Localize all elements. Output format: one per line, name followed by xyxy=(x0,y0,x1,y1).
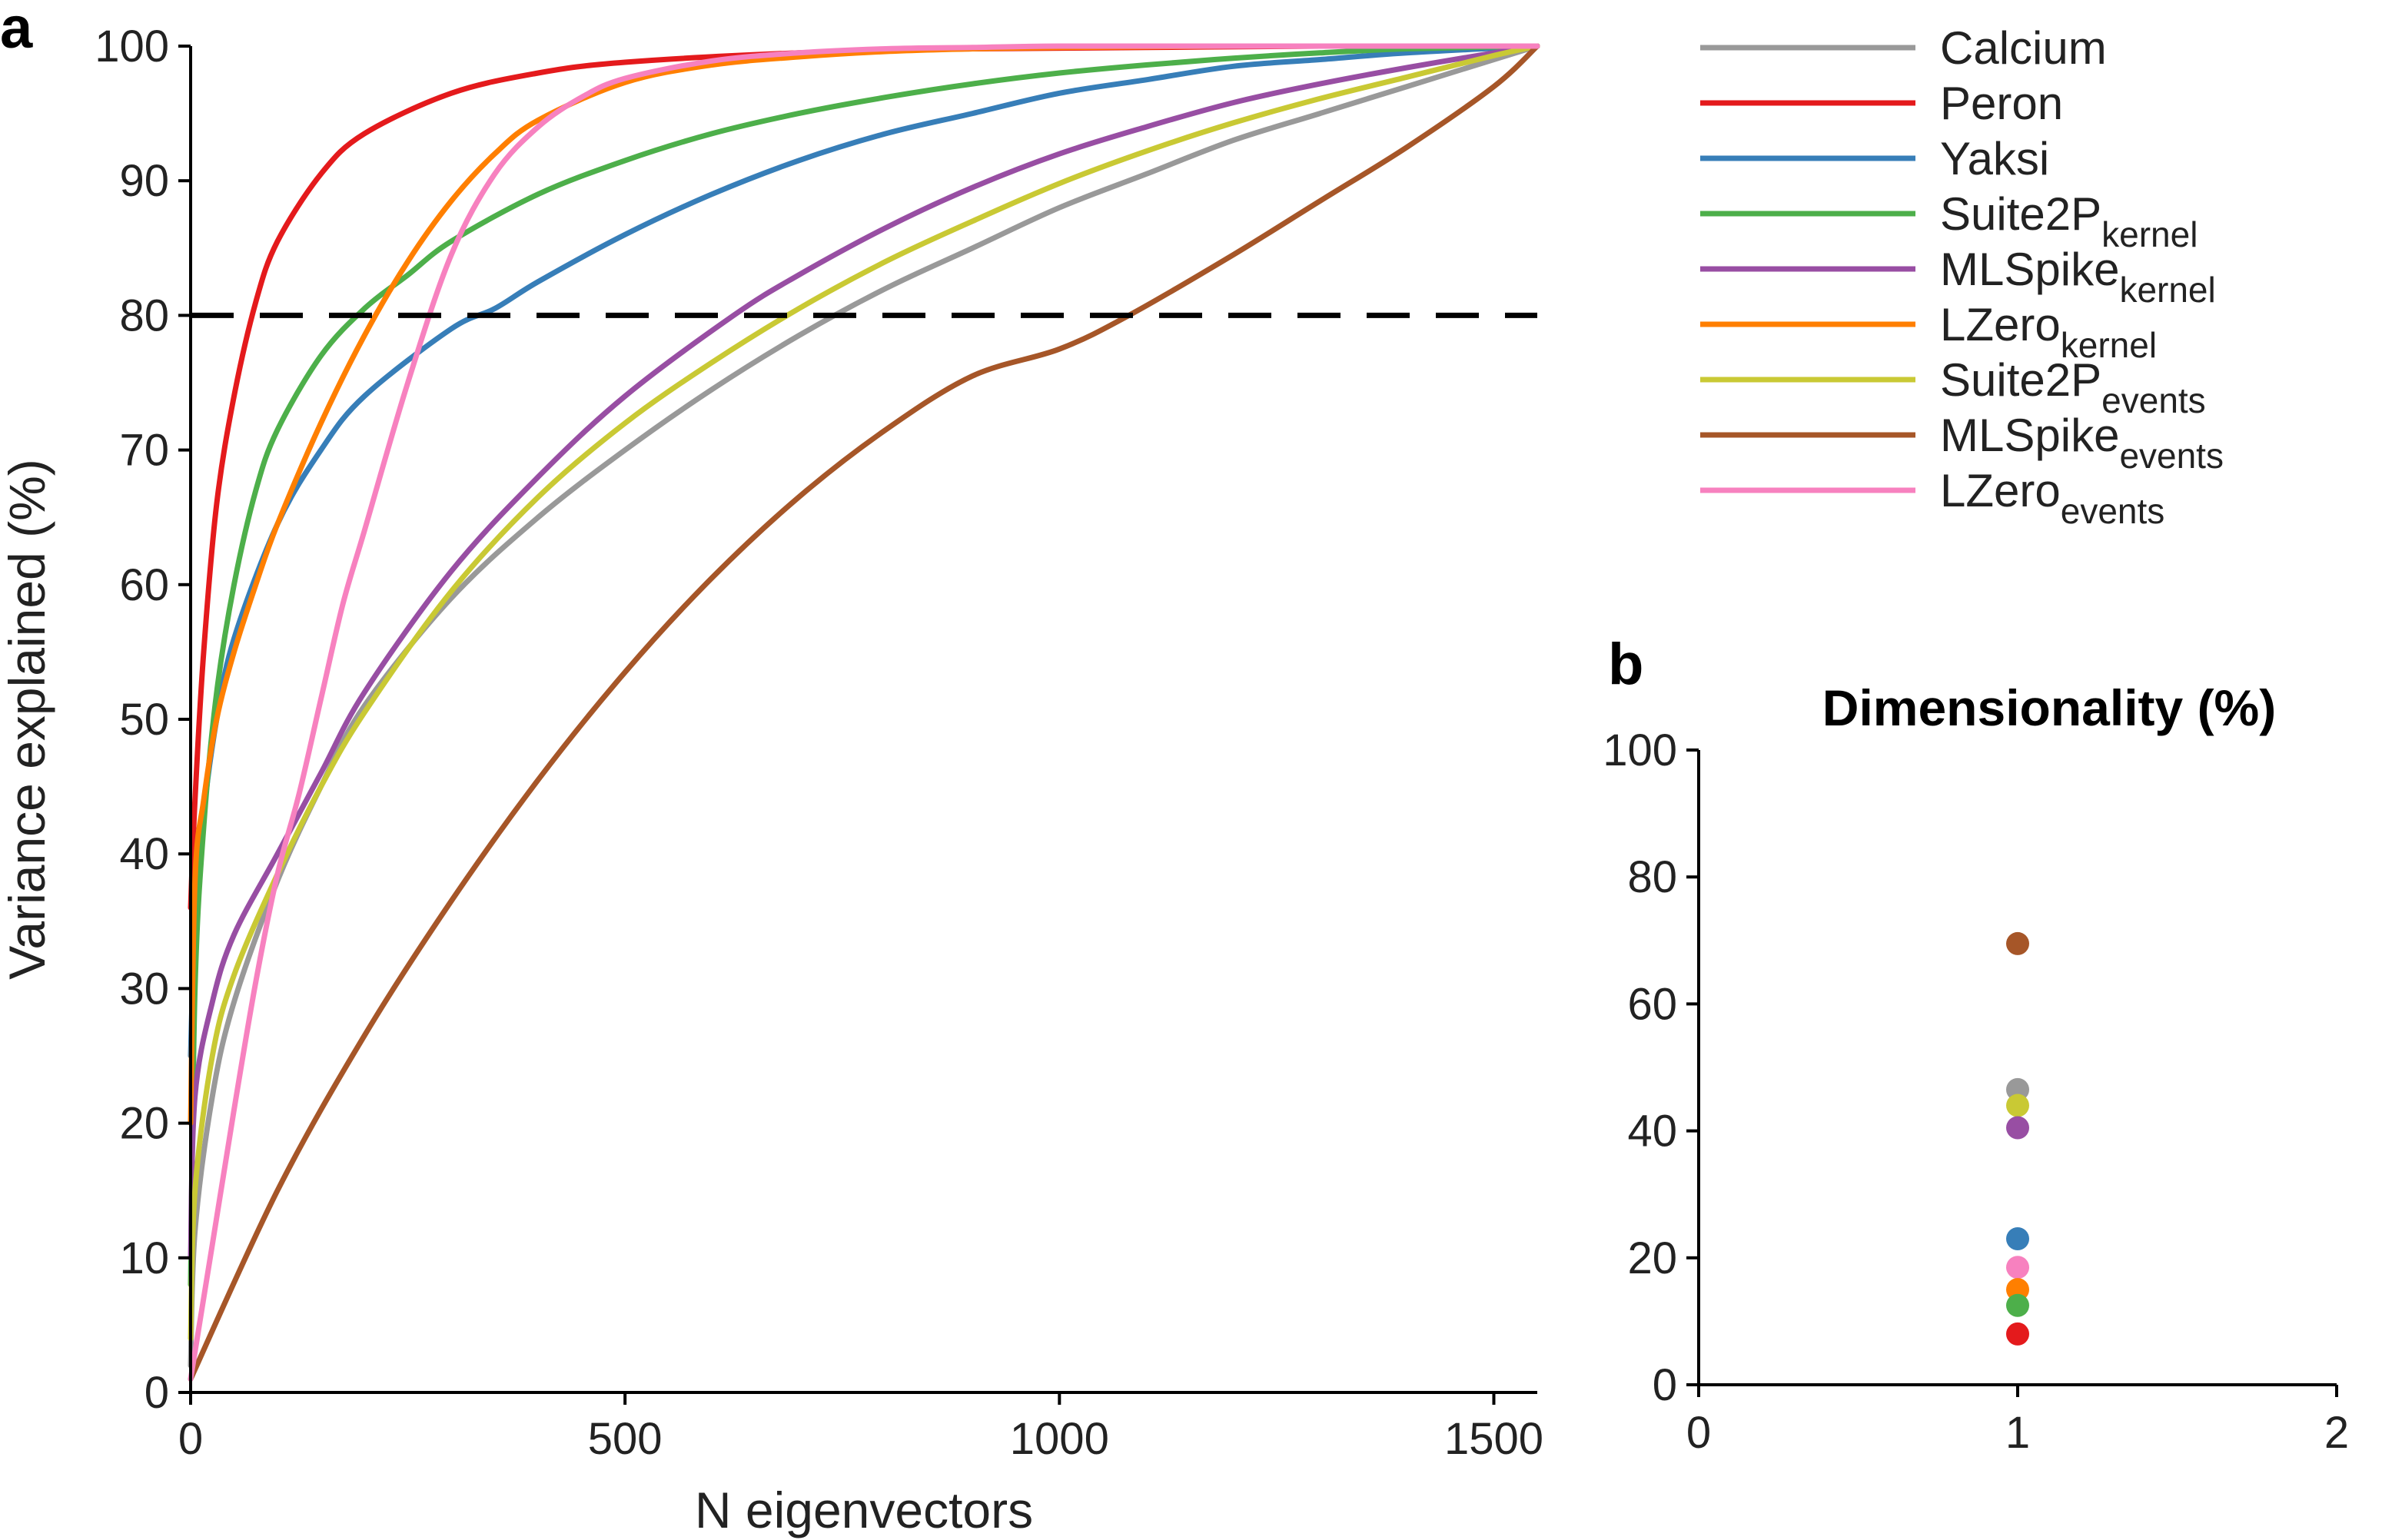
legend-item-yaksi: Yaksi xyxy=(1700,133,2049,184)
scatter-point xyxy=(2006,1116,2029,1140)
legend-label-main: MLSpike xyxy=(1940,410,2119,461)
scatter-point xyxy=(2006,1278,2029,1302)
panel-a-y-tick-label: 80 xyxy=(119,290,169,340)
panel-a-y-tick-label: 100 xyxy=(95,22,169,71)
panel-b-y-tick-label: 20 xyxy=(1627,1233,1677,1283)
panel-a-x-ticks: 0 500 1000 1500 xyxy=(178,1392,1543,1464)
legend-label-main: LZero xyxy=(1940,465,2061,516)
panel-a-y-tick-label: 0 xyxy=(145,1368,169,1418)
panel-b-x-tick-label: 1 xyxy=(2005,1408,2030,1458)
legend-label-subscript: events xyxy=(2061,491,2165,531)
legend-item-lzero-events: LZeroevents xyxy=(1700,465,2164,531)
series-line-mlspike-events xyxy=(188,43,1540,1382)
panel-b-scatter-chart: Dimensionality (%) 0 1 2 0 20 40 60 80 100 xyxy=(1603,679,2349,1458)
panel-a-y-tick-label: 20 xyxy=(119,1099,169,1149)
panel-a-x-tick-label: 1500 xyxy=(1444,1414,1543,1464)
panel-a-y-tick-label: 10 xyxy=(119,1233,169,1283)
panel-a-line-chart: 0 500 1000 1500 0 10 20 30 40 50 60 70 80 90 100 N ei… xyxy=(0,22,1543,1538)
panel-a-x-tick-label: 1000 xyxy=(1010,1414,1109,1464)
legend-item-suite2p-kernel: Suite2Pkernel xyxy=(1700,188,2198,254)
series-line-calcium xyxy=(188,43,1540,1369)
legend-label-subscript: events xyxy=(2119,436,2224,476)
panel-b-y-tick-label: 100 xyxy=(1603,725,1677,775)
legend-label-subscript: kernel xyxy=(2061,325,2157,365)
panel-a-x-tick-label: 500 xyxy=(588,1414,663,1464)
panel-b-y-tick-label: 80 xyxy=(1627,852,1677,902)
legend-label-subscript: events xyxy=(2101,380,2206,420)
panel-a-letter: a xyxy=(0,0,33,61)
scatter-point xyxy=(2006,1227,2029,1251)
legend-label-main: Yaksi xyxy=(1940,133,2049,184)
series-line-suite2p-kernel xyxy=(188,43,1540,1288)
panel-b-x-tick-label: 0 xyxy=(1686,1408,1711,1458)
panel-b-points xyxy=(2006,931,2029,1346)
panel-a-series-group xyxy=(188,43,1540,1382)
scatter-point xyxy=(2006,1322,2029,1346)
legend-label-main: Calcium xyxy=(1940,22,2107,74)
legend-label: MLSpikekernel xyxy=(1940,244,2216,310)
panel-b-y-tick-label: 40 xyxy=(1627,1107,1677,1157)
legend-label-main: Peron xyxy=(1940,78,2063,129)
panel-b-letter: b xyxy=(1608,632,1643,697)
series-line-peron xyxy=(188,43,1540,911)
panel-b-y-tick-label: 0 xyxy=(1653,1360,1677,1410)
panel-a-y-tick-label: 50 xyxy=(119,695,169,745)
panel-a-y-axis-label: Variance explained (%) xyxy=(0,459,55,979)
legend-item-calcium: Calcium xyxy=(1700,22,2107,74)
legend-item-lzero-kernel: LZerokernel xyxy=(1700,299,2157,365)
series-line-yaksi xyxy=(188,43,1540,1059)
series-line-suite2p-events xyxy=(188,43,1540,1342)
panel-b-y-ticks: 0 20 40 60 80 100 xyxy=(1603,725,1699,1410)
legend-label: MLSpikeevents xyxy=(1940,410,2224,476)
legend-label-main: LZero xyxy=(1940,299,2061,350)
panel-b-x-tick-label: 2 xyxy=(2324,1408,2349,1458)
panel-a-x-tick-label: 0 xyxy=(178,1414,203,1464)
panel-a-y-tick-label: 70 xyxy=(119,426,169,476)
series-line-mlspike-kernel xyxy=(188,43,1540,1261)
legend-item-mlspike-events: MLSpikeevents xyxy=(1700,410,2224,476)
panel-a-y-tick-label: 90 xyxy=(119,156,169,206)
legend-label: Calcium xyxy=(1940,22,2107,74)
legend-item-peron: Peron xyxy=(1700,78,2063,129)
panel-a-y-ticks: 0 10 20 30 40 50 60 70 80 90 100 xyxy=(95,22,191,1418)
legend-label: Suite2Pkernel xyxy=(1940,188,2198,254)
legend: CalciumPeronYaksiSuite2PkernelMLSpikeker… xyxy=(1700,22,2224,531)
legend-label: Suite2Pevents xyxy=(1940,354,2206,420)
panel-a-x-axis-label: N eigenvectors xyxy=(695,1482,1033,1538)
scatter-point xyxy=(2006,1256,2029,1279)
series-line-lzero-kernel xyxy=(188,43,1540,1127)
scatter-point xyxy=(2006,1293,2029,1317)
panel-a-y-tick-label: 30 xyxy=(119,964,169,1014)
legend-label: Yaksi xyxy=(1940,133,2049,184)
legend-label-main: Suite2P xyxy=(1940,354,2101,406)
panel-a-y-tick-label: 40 xyxy=(119,829,169,879)
legend-label: Peron xyxy=(1940,78,2063,129)
scatter-point xyxy=(2006,1077,2029,1101)
scatter-point xyxy=(2006,931,2029,955)
legend-item-mlspike-kernel: MLSpikekernel xyxy=(1700,244,2216,310)
legend-label-main: Suite2P xyxy=(1940,188,2101,240)
legend-label-main: MLSpike xyxy=(1940,244,2119,295)
panel-b-title: Dimensionality (%) xyxy=(1822,679,2276,736)
panel-a-y-tick-label: 60 xyxy=(119,560,169,610)
series-line-lzero-events xyxy=(188,43,1540,1382)
legend-label: LZerokernel xyxy=(1940,299,2157,365)
legend-label-subscript: kernel xyxy=(2119,270,2215,310)
panel-b-y-tick-label: 60 xyxy=(1627,979,1677,1029)
legend-label-subscript: kernel xyxy=(2101,214,2198,254)
legend-item-suite2p-events: Suite2Pevents xyxy=(1700,354,2206,420)
scatter-point xyxy=(2006,1094,2029,1117)
panel-b-x-ticks: 0 1 2 xyxy=(1686,1385,2349,1458)
legend-label: LZeroevents xyxy=(1940,465,2164,531)
